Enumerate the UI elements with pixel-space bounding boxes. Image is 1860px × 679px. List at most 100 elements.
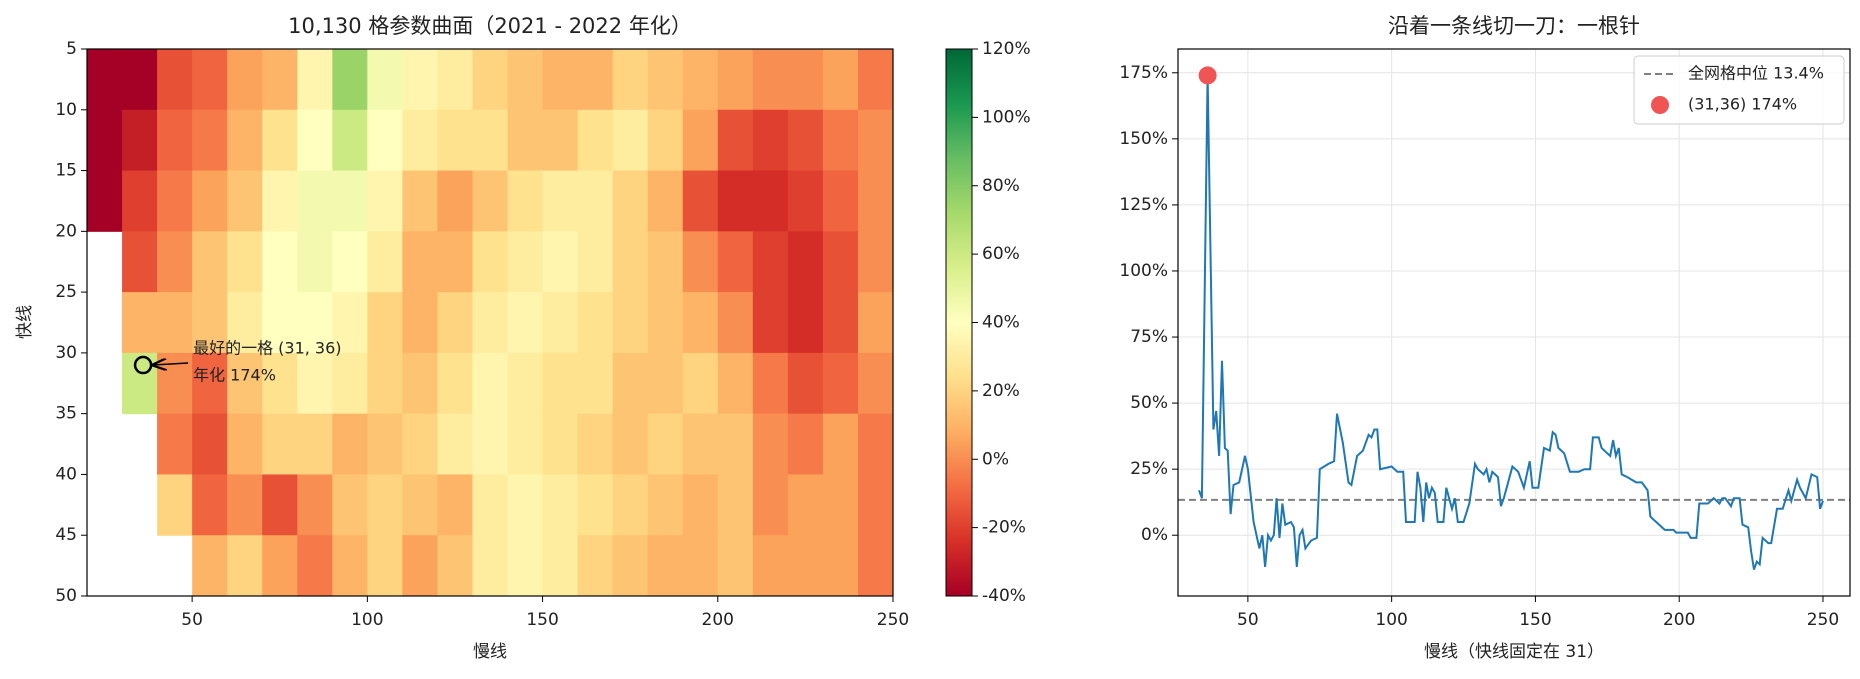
heat-cell: [717, 535, 754, 597]
heat-cell: [402, 474, 438, 536]
colorbar-tick-label: -40%: [982, 586, 1026, 606]
heat-cell: [122, 109, 158, 172]
heat-cell: [192, 413, 228, 475]
heat-cell: [262, 413, 298, 475]
heat-cell: [367, 474, 403, 536]
heat-cell: [822, 474, 859, 536]
heat-cell: [157, 292, 193, 354]
heat-cell: [822, 49, 859, 111]
x-tick-label: 100: [351, 610, 383, 630]
y-tick-label: 5: [66, 39, 77, 59]
heat-cell: [507, 352, 544, 415]
heat-cell: [752, 474, 789, 536]
heat-cell: [87, 49, 123, 111]
heat-cell: [437, 109, 473, 172]
heat-cell: [367, 535, 403, 597]
heat-cell: [192, 109, 228, 172]
x-tick-label: 50: [1237, 610, 1259, 630]
colorbar-tick-label: -20%: [982, 518, 1026, 538]
heat-cell: [682, 170, 719, 232]
heat-cell: [577, 352, 614, 415]
heat-cell: [122, 49, 158, 111]
x-tick-label: 100: [1375, 610, 1407, 630]
heat-cell: [542, 292, 579, 354]
heat-cell: [752, 292, 789, 354]
heat-cell: [542, 535, 579, 597]
heat-cell: [507, 170, 544, 232]
heat-cell: [367, 413, 403, 475]
y-tick-label: 50%: [1130, 393, 1168, 413]
heat-cell: [577, 474, 614, 536]
heat-cell: [262, 109, 298, 172]
x-tick-label: 250: [1807, 610, 1839, 630]
heat-cell: [332, 535, 368, 597]
heat-cell: [192, 292, 228, 354]
best-marker: [133, 355, 153, 375]
heat-cell: [787, 292, 824, 354]
heat-cell: [472, 170, 509, 232]
y-tick-label: 25%: [1130, 459, 1168, 479]
heat-cell: [612, 109, 649, 172]
heat-cell: [752, 352, 789, 415]
heat-cell: [647, 474, 684, 536]
heat-cell: [437, 352, 473, 415]
colorbar-tick-label: 0%: [982, 449, 1009, 469]
heat-cell: [472, 352, 509, 415]
heat-cell: [857, 109, 894, 172]
heat-cell: [752, 535, 789, 597]
heat-cell: [542, 170, 579, 232]
heat-cell: [402, 231, 438, 293]
heat-cell: [157, 352, 193, 415]
heat-cell: [717, 109, 754, 172]
heat-cell: [507, 535, 544, 597]
heat-cell: [157, 474, 193, 536]
colorbar: [945, 48, 973, 597]
heat-cell: [577, 170, 614, 232]
heat-cell: [577, 413, 614, 475]
heat-cell: [192, 170, 228, 232]
heat-cell: [367, 352, 403, 415]
heat-cell: [297, 109, 333, 172]
heat-cell: [577, 231, 614, 293]
heat-cell: [437, 413, 473, 475]
heat-cell: [332, 292, 368, 354]
colorbar-tick-label: 40%: [982, 313, 1020, 333]
data-line: [1198, 75, 1824, 570]
heat-cell: [472, 292, 509, 354]
heat-cell: [857, 49, 894, 111]
legend-label: 全网格中位 13.4%: [1688, 64, 1824, 83]
line-title: 沿着一条线切一刀：一根针: [1388, 14, 1640, 38]
y-axis-label: 快线: [15, 305, 35, 339]
heat-cell: [612, 49, 649, 111]
heat-cell: [507, 413, 544, 475]
colorbar-tick-label: 120%: [982, 39, 1031, 59]
x-tick-label: 50: [181, 610, 203, 630]
heat-cell: [402, 292, 438, 354]
heat-cell: [192, 474, 228, 536]
heat-cell: [507, 49, 544, 111]
heat-cell: [297, 292, 333, 354]
heat-cell: [752, 170, 789, 232]
y-tick-label: 35: [55, 404, 77, 424]
heat-cell: [647, 413, 684, 475]
heat-cell: [682, 49, 719, 111]
heat-cell: [682, 535, 719, 597]
x-tick-label: 200: [702, 610, 734, 630]
heat-cell: [367, 49, 403, 111]
heat-cell: [542, 352, 579, 415]
heat-cell: [542, 231, 579, 293]
heat-cell: [192, 231, 228, 293]
heat-cell: [752, 231, 789, 293]
heat-cell: [682, 231, 719, 293]
heat-cell: [857, 352, 894, 415]
annotation: 年化 174%: [193, 366, 276, 385]
heat-cell: [332, 231, 368, 293]
heat-cell: [822, 170, 859, 232]
heat-cell: [647, 170, 684, 232]
heat-cell: [402, 109, 438, 172]
heat-cell: [507, 109, 544, 172]
x-tick-label: 150: [1519, 610, 1551, 630]
heat-cell: [647, 109, 684, 172]
heat-cell: [297, 231, 333, 293]
heat-cell: [822, 292, 859, 354]
